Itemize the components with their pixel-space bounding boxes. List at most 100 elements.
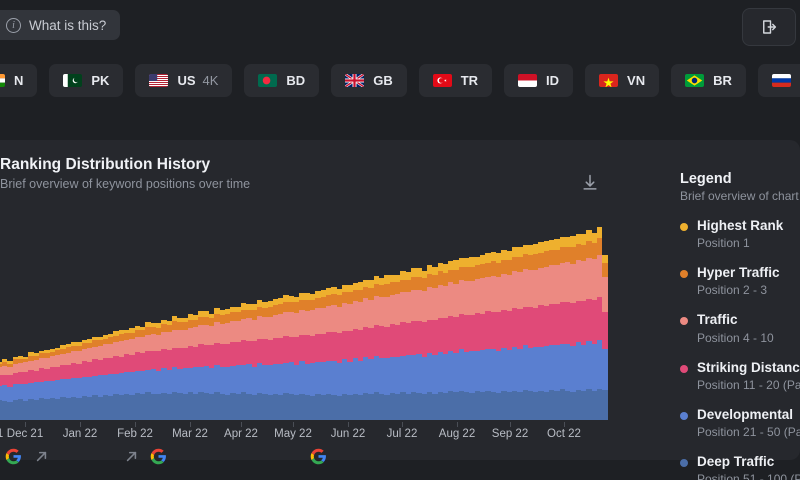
chart-bar[interactable] — [442, 215, 449, 420]
chart-bar[interactable] — [1, 215, 8, 420]
chart-bar[interactable] — [352, 215, 358, 420]
chart-bar[interactable] — [432, 215, 438, 420]
chart-bar[interactable] — [209, 215, 215, 420]
chart-bar[interactable] — [395, 215, 401, 420]
chart-bar[interactable] — [554, 215, 560, 420]
google-update-icon[interactable] — [150, 448, 167, 465]
chart-bar[interactable] — [453, 215, 459, 420]
chart-bar[interactable] — [533, 215, 539, 420]
chart-bar[interactable] — [113, 215, 119, 420]
chart-bar[interactable] — [262, 215, 268, 420]
chart-bar[interactable] — [458, 215, 465, 420]
chart-bar[interactable] — [501, 215, 507, 420]
chart-bar[interactable] — [495, 215, 502, 420]
chart-bar[interactable] — [485, 215, 491, 420]
chart-bar[interactable] — [81, 215, 87, 420]
chart-bar[interactable] — [44, 215, 50, 420]
chart-bar[interactable] — [511, 215, 518, 420]
country-chip-br[interactable]: BR — [671, 64, 746, 97]
chart-bar[interactable] — [299, 215, 305, 420]
chart-bar[interactable] — [230, 215, 236, 420]
country-filter-bar[interactable]: N PK US 4K BD GB TR ID VN BR RU — [0, 64, 800, 97]
chart-bar[interactable] — [272, 215, 279, 420]
chart-bar[interactable] — [140, 215, 146, 420]
chart-bar[interactable] — [7, 215, 13, 420]
chart-bar[interactable] — [294, 215, 300, 420]
chart-bar[interactable] — [251, 215, 257, 420]
chart-bar[interactable] — [214, 215, 220, 420]
country-chip-pk[interactable]: PK — [49, 64, 124, 97]
chart-bar[interactable] — [108, 215, 114, 420]
chart-bar[interactable] — [517, 215, 523, 420]
trend-arrow-icon[interactable] — [33, 448, 50, 465]
chart-bar[interactable] — [405, 215, 411, 420]
chart-bar[interactable] — [203, 215, 210, 420]
chart-bar[interactable] — [225, 215, 231, 420]
country-chip-vn[interactable]: VN — [585, 64, 660, 97]
chart-bar[interactable] — [55, 215, 61, 420]
chart-bar[interactable] — [565, 215, 571, 420]
chart-bar[interactable] — [421, 215, 427, 420]
chart-bar[interactable] — [320, 215, 326, 420]
chart-bar[interactable] — [124, 215, 130, 420]
chart-bar[interactable] — [102, 215, 109, 420]
chart-bar[interactable] — [49, 215, 55, 420]
chart-bar[interactable] — [379, 215, 385, 420]
chart-bar[interactable] — [0, 215, 2, 420]
country-chip-bd[interactable]: BD — [244, 64, 320, 97]
country-chip-ru[interactable]: RU — [757, 64, 800, 97]
chart-bar[interactable] — [198, 215, 204, 420]
chart-bar[interactable] — [559, 215, 565, 420]
chart-bar[interactable] — [400, 215, 406, 420]
download-chart-button[interactable] — [580, 173, 600, 198]
chart-bar[interactable] — [177, 215, 183, 420]
chart-bar[interactable] — [315, 215, 321, 420]
chart-bar[interactable] — [410, 215, 417, 420]
chart-bar[interactable] — [60, 215, 66, 420]
chart-bar[interactable] — [134, 215, 140, 420]
chart-bar[interactable] — [145, 215, 151, 420]
country-chip-id[interactable]: ID — [504, 64, 574, 97]
country-chip-tr[interactable]: TR — [418, 64, 493, 97]
chart-bar[interactable] — [23, 215, 29, 420]
chart-bar[interactable] — [240, 215, 247, 420]
legend-item-deep-traffic[interactable]: Deep Traffic Position 51 - 100 (Page 6+) — [680, 453, 800, 480]
chart-bar[interactable] — [12, 215, 18, 420]
chart-bar[interactable] — [602, 215, 608, 420]
chart-bar[interactable] — [570, 215, 576, 420]
chart-bar[interactable] — [283, 215, 289, 420]
chart-bar[interactable] — [347, 215, 353, 420]
legend-item-developmental[interactable]: Developmental Position 21 - 50 (Page 3-5) — [680, 406, 800, 439]
chart-bar[interactable] — [246, 215, 252, 420]
what-is-this-button[interactable]: i What is this? — [0, 10, 121, 40]
chart-bar[interactable] — [363, 215, 369, 420]
chart-bar[interactable] — [70, 215, 77, 420]
chart-bar[interactable] — [506, 215, 512, 420]
chart-bar[interactable] — [267, 215, 273, 420]
chart-bar[interactable] — [65, 215, 71, 420]
chart-bar[interactable] — [426, 215, 433, 420]
chart-bar[interactable] — [527, 215, 534, 420]
chart-bar[interactable] — [596, 215, 603, 420]
chart-bar[interactable] — [437, 215, 443, 420]
chart-bar[interactable] — [373, 215, 380, 420]
chart-bar[interactable] — [368, 215, 374, 420]
country-chip-gb[interactable]: GB — [331, 64, 407, 97]
chart-bar[interactable] — [549, 215, 555, 420]
chart-bar[interactable] — [278, 215, 284, 420]
chart-bar[interactable] — [33, 215, 40, 420]
trend-arrow-icon[interactable] — [123, 448, 140, 465]
google-update-icon[interactable] — [310, 448, 327, 465]
chart-bar[interactable] — [331, 215, 337, 420]
chart-bar[interactable] — [161, 215, 167, 420]
chart-bar[interactable] — [182, 215, 188, 420]
chart-bar[interactable] — [92, 215, 98, 420]
chart-bar[interactable] — [384, 215, 390, 420]
chart-bar[interactable] — [171, 215, 178, 420]
chart-bar[interactable] — [310, 215, 316, 420]
chart-bar[interactable] — [76, 215, 82, 420]
chart-bar[interactable] — [474, 215, 480, 420]
chart-bar[interactable] — [586, 215, 592, 420]
chart-bar[interactable] — [86, 215, 93, 420]
chart-bar[interactable] — [325, 215, 332, 420]
